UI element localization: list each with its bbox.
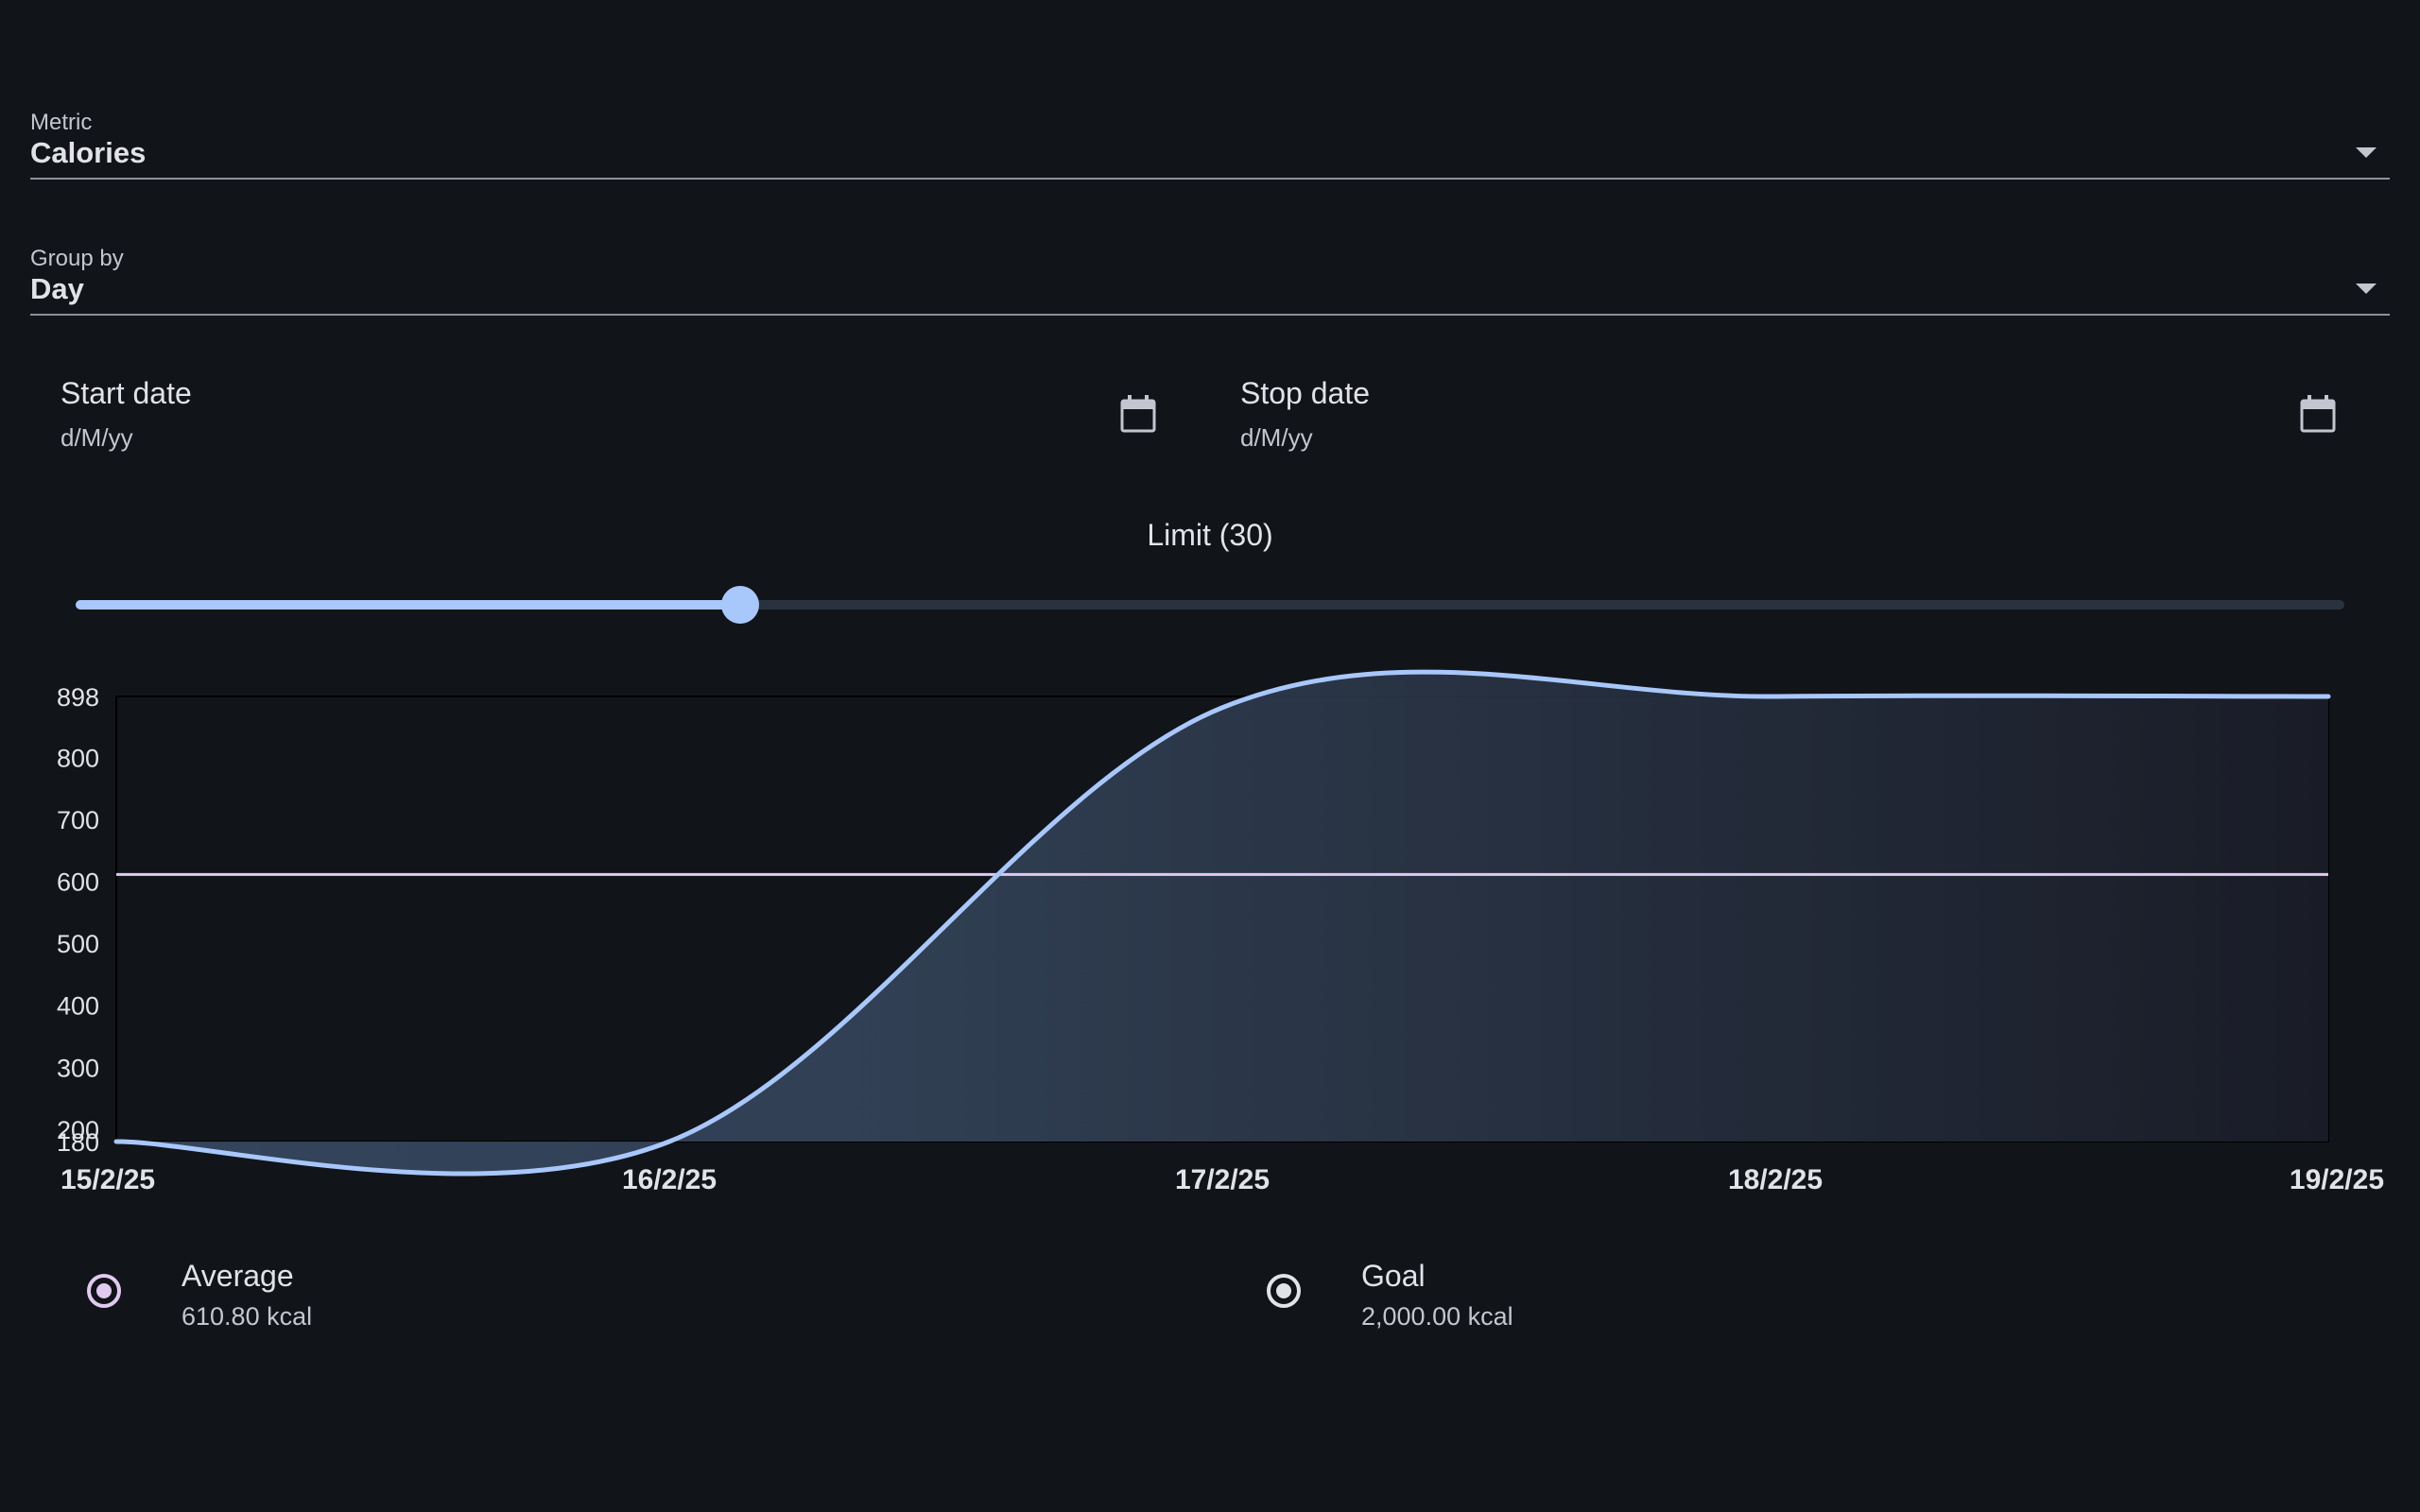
stop-date-field[interactable]: Stop date d/M/yy [1210, 350, 2360, 463]
slider-track[interactable] [76, 600, 2344, 610]
stop-date-label: Stop date [1240, 376, 1370, 410]
metric-label: Metric [30, 110, 93, 135]
limit-label: Limit (30) [1147, 518, 1273, 552]
group-by-value: Day [30, 272, 84, 305]
group-by-dropdown[interactable]: Group by Day [30, 221, 2390, 316]
radio-icon[interactable] [1267, 1274, 1301, 1308]
metric-value: Calories [30, 136, 147, 169]
y-tick-label: 200 [57, 1116, 99, 1144]
x-tick-label: 17/2/25 [1175, 1164, 1270, 1195]
slider-thumb[interactable] [720, 586, 759, 624]
y-tick-label: 700 [57, 806, 99, 834]
legend-average-value: 610.80 kcal [182, 1302, 313, 1331]
limit-slider[interactable] [76, 586, 2344, 624]
legend-average[interactable]: Average 610.80 kcal [0, 1247, 1134, 1342]
legend-goal[interactable]: Goal 2,000.00 kcal [1180, 1247, 2314, 1342]
x-tick-label: 18/2/25 [1728, 1164, 1823, 1195]
chevron-down-icon [2356, 147, 2377, 158]
legend-average-name: Average [182, 1259, 294, 1293]
start-date-hint: d/M/yy [60, 423, 133, 452]
radio-icon[interactable] [87, 1274, 121, 1308]
metric-dropdown[interactable]: Metric Calories [30, 85, 2390, 180]
y-tick-label: 400 [57, 992, 99, 1021]
start-date-label: Start date [60, 376, 192, 410]
chevron-down-icon [2356, 284, 2377, 294]
y-tick-label: 300 [57, 1054, 99, 1082]
legend-goal-name: Goal [1361, 1259, 1426, 1293]
y-tick-label: 600 [57, 868, 99, 896]
slider-fill [76, 600, 740, 610]
start-date-field[interactable]: Start date d/M/yy [30, 350, 1180, 463]
x-tick-label: 15/2/25 [60, 1164, 155, 1195]
group-by-label: Group by [30, 246, 124, 271]
calendar-icon[interactable] [1119, 393, 1157, 435]
y-tick-label: 800 [57, 744, 99, 772]
series-area [116, 672, 2328, 1175]
series-line [113, 669, 2331, 1177]
y-tick-label: 898 [57, 683, 99, 712]
y-tick-label: 500 [57, 930, 99, 958]
x-tick-label: 16/2/25 [622, 1164, 717, 1195]
legend-goal-value: 2,000.00 kcal [1361, 1302, 1513, 1331]
stop-date-hint: d/M/yy [1240, 423, 1313, 452]
calendar-icon[interactable] [2299, 393, 2337, 435]
x-tick-label: 19/2/25 [2290, 1164, 2384, 1195]
y-tick-label: 180 [57, 1128, 99, 1157]
